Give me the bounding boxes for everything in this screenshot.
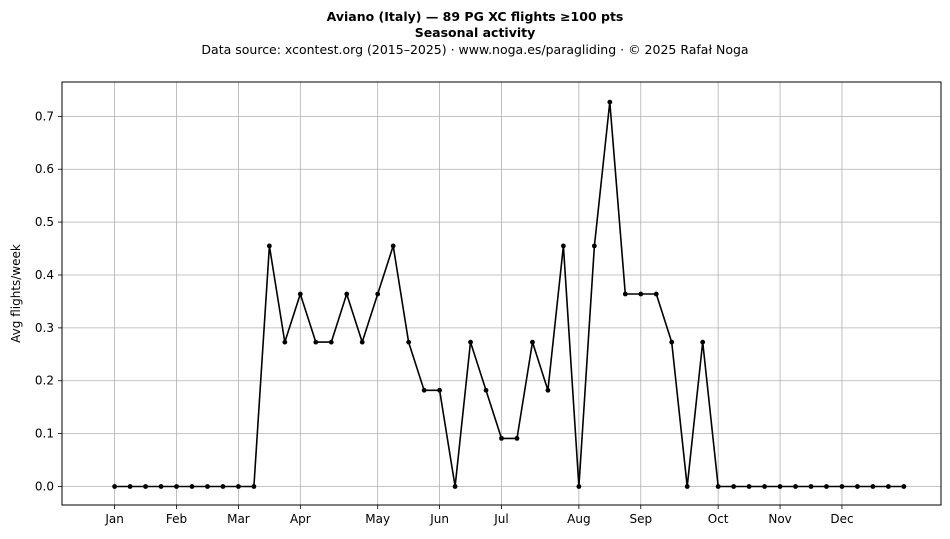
data-point <box>885 484 891 489</box>
y-axis: 0.0 0.1 0.2 0.3 0.4 0.5 0.6 0.7 <box>35 109 62 493</box>
data-point <box>437 387 442 393</box>
data-point <box>715 484 721 489</box>
y-tick-label: 0.7 <box>35 109 54 123</box>
data-point <box>777 484 783 489</box>
data-point <box>205 484 210 489</box>
data-point <box>545 387 551 393</box>
x-tick-label: Nov <box>768 512 791 526</box>
y-tick-label: 0.0 <box>35 479 54 493</box>
x-tick-label: Apr <box>290 512 311 526</box>
data-point <box>653 291 659 297</box>
data-point <box>344 291 350 297</box>
data-point <box>561 243 566 249</box>
y-axis-label: Avg flights/week <box>9 244 23 343</box>
data-point <box>901 484 907 489</box>
data-point <box>375 291 381 297</box>
grid-lines <box>62 82 941 505</box>
data-point <box>839 484 845 489</box>
data-point <box>684 484 690 489</box>
x-tick-label: Feb <box>166 512 187 526</box>
data-point <box>174 484 179 489</box>
data-point <box>452 484 458 489</box>
data-series <box>112 99 907 489</box>
data-point <box>762 484 767 489</box>
data-point <box>731 484 737 489</box>
data-point <box>143 484 148 489</box>
data-point <box>607 99 613 105</box>
chart-subtitle: Data source: xcontest.org (2015–2025) · … <box>201 42 749 57</box>
data-point <box>669 339 675 345</box>
y-tick-label: 0.6 <box>35 162 54 176</box>
data-point <box>313 339 319 345</box>
series-line <box>114 101 904 488</box>
x-tick-label: Sep <box>629 512 652 526</box>
data-point <box>622 291 628 297</box>
data-point <box>514 435 520 441</box>
data-point <box>158 484 164 489</box>
data-point <box>824 484 829 489</box>
data-point <box>700 339 706 345</box>
data-point <box>390 243 396 249</box>
data-point <box>483 387 489 393</box>
data-point <box>297 291 303 297</box>
x-tick-label: Jul <box>493 512 508 526</box>
data-point <box>282 339 288 345</box>
y-tick-label: 0.4 <box>35 268 54 282</box>
data-point <box>499 435 504 441</box>
data-point <box>746 484 752 489</box>
data-point <box>468 339 473 345</box>
chart-title: Aviano (Italy) — 89 PG XC flights ≥100 p… <box>326 9 624 24</box>
x-tick-label: Mar <box>227 512 250 526</box>
x-axis: Jan Feb Mar Apr May Jun Jul Aug Sep Oct Nov Dec <box>104 505 854 526</box>
y-tick-label: 0.3 <box>35 321 54 335</box>
data-point <box>870 484 876 489</box>
data-point <box>530 339 535 345</box>
data-point <box>638 291 644 297</box>
data-point <box>266 243 272 249</box>
x-tick-label: Jun <box>429 512 449 526</box>
x-tick-label: Dec <box>830 512 853 526</box>
y-tick-label: 0.2 <box>35 374 54 388</box>
data-point <box>127 484 133 489</box>
data-point <box>855 484 860 489</box>
data-point <box>251 484 257 489</box>
data-point <box>576 484 582 489</box>
data-point <box>189 484 195 489</box>
data-point <box>236 484 241 489</box>
data-point <box>591 243 597 249</box>
y-tick-label: 0.5 <box>35 215 54 229</box>
data-point <box>793 484 798 489</box>
data-point <box>359 339 365 345</box>
data-point <box>112 484 118 489</box>
data-point <box>808 484 814 489</box>
data-point <box>328 339 334 345</box>
x-tick-label: Oct <box>708 512 729 526</box>
y-tick-label: 0.1 <box>35 427 54 441</box>
data-point <box>220 484 226 489</box>
data-point <box>421 387 427 393</box>
chart-title-block: Aviano (Italy) — 89 PG XC flights ≥100 p… <box>0 9 950 59</box>
x-tick-label: May <box>365 512 390 526</box>
chart-title-secondary: Seasonal activity <box>414 25 536 40</box>
x-tick-label: Aug <box>567 512 590 526</box>
data-point <box>406 339 412 345</box>
x-tick-label: Jan <box>104 512 124 526</box>
